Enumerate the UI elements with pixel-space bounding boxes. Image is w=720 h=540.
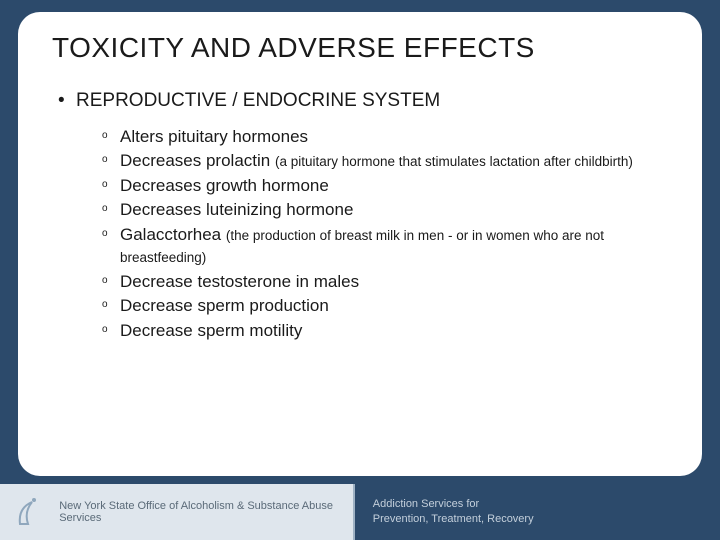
list-item: Decreases prolactin (a pituitary hormone… xyxy=(102,150,668,172)
list-item: Decrease sperm motility xyxy=(102,320,668,342)
item-text: Decreases prolactin xyxy=(120,151,275,170)
footer-left: New York State Office of Alcoholism & Su… xyxy=(0,484,353,540)
bullet-list: Alters pituitary hormones Decreases prol… xyxy=(102,126,668,342)
logo xyxy=(4,484,59,540)
item-text: Galacctorhea xyxy=(120,225,226,244)
item-text: Alters pituitary hormones xyxy=(120,127,308,146)
footer: New York State Office of Alcoholism & Su… xyxy=(0,484,720,540)
list-item: Decrease sperm production xyxy=(102,295,668,317)
list-item: Decrease testosterone in males xyxy=(102,271,668,293)
section-heading: REPRODUCTIVE / ENDOCRINE SYSTEM xyxy=(58,90,668,112)
list-item: Decreases growth hormone xyxy=(102,175,668,197)
item-text: Decreases growth hormone xyxy=(120,176,329,195)
slide: TOXICITY AND ADVERSE EFFECTS REPRODUCTIV… xyxy=(0,0,720,540)
footer-right: Addiction Services for Prevention, Treat… xyxy=(353,484,720,540)
item-paren: (a pituitary hormone that stimulates lac… xyxy=(275,154,633,169)
list-item: Decreases luteinizing hormone xyxy=(102,199,668,221)
slide-title: TOXICITY AND ADVERSE EFFECTS xyxy=(52,32,668,64)
swoosh-icon xyxy=(14,494,50,530)
footer-right-line1: Addiction Services for xyxy=(373,498,479,510)
footer-right-text: Addiction Services for Prevention, Treat… xyxy=(373,497,534,527)
list-item: Galacctorhea (the production of breast m… xyxy=(102,224,668,269)
footer-left-text: New York State Office of Alcoholism & Su… xyxy=(59,500,353,524)
item-text: Decrease testosterone in males xyxy=(120,272,359,291)
item-text: Decreases luteinizing hormone xyxy=(120,200,353,219)
list-item: Alters pituitary hormones xyxy=(102,126,668,148)
footer-right-line2: Prevention, Treatment, Recovery xyxy=(373,513,534,525)
content-panel: TOXICITY AND ADVERSE EFFECTS REPRODUCTIV… xyxy=(18,12,702,476)
item-text: Decrease sperm motility xyxy=(120,321,302,340)
item-text: Decrease sperm production xyxy=(120,296,329,315)
